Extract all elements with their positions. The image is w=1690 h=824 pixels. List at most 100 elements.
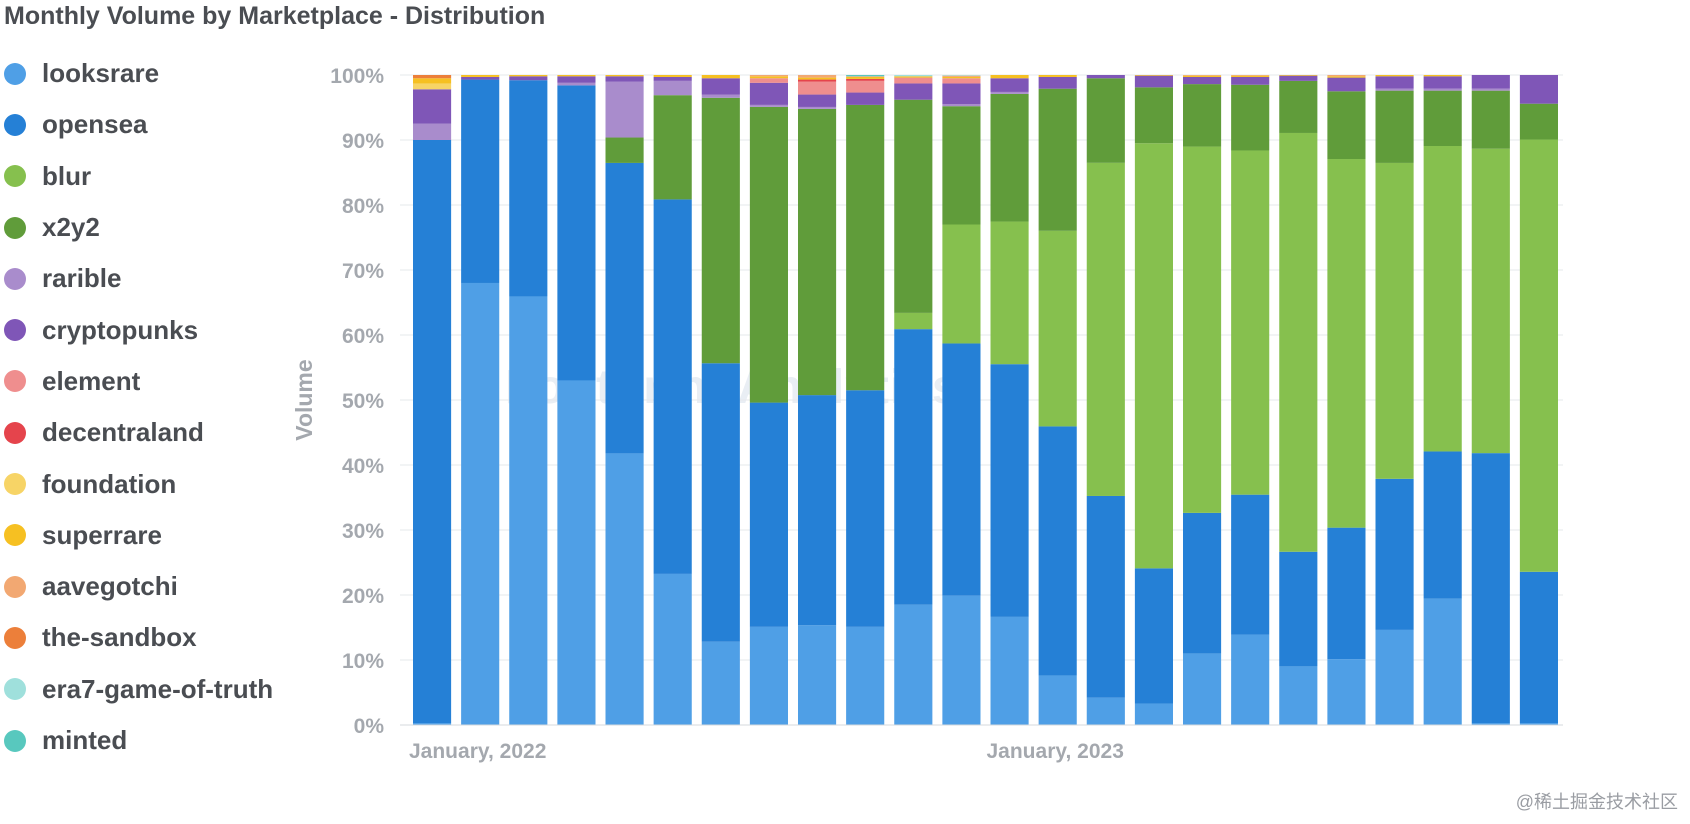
bar-segment-x2y2[interactable] <box>942 106 981 225</box>
bar-segment-rarible[interactable] <box>701 94 740 98</box>
bar-segment-superrare[interactable] <box>605 75 644 77</box>
bar-segment-rarible[interactable] <box>653 80 692 96</box>
bar-segment-opensea[interactable] <box>461 79 500 283</box>
bar-segment-looksrare[interactable] <box>798 625 837 725</box>
bar-segment-rarible[interactable] <box>1423 88 1462 91</box>
bar-segment-cryptopunks[interactable] <box>701 78 740 95</box>
bar-segment-x2y2[interactable] <box>653 95 692 200</box>
bar-segment-cryptopunks[interactable] <box>1279 75 1318 81</box>
bar-segment-cryptopunks[interactable] <box>798 94 837 107</box>
bar-segment-blur[interactable] <box>1086 162 1125 496</box>
bar-segment-opensea[interactable] <box>1038 426 1077 676</box>
bar-segment-looksrare[interactable] <box>509 296 548 725</box>
bar-segment-opensea[interactable] <box>1519 571 1558 724</box>
bar-segment-looksrare[interactable] <box>1471 723 1510 725</box>
bar-segment-superrare[interactable] <box>413 78 452 84</box>
legend-item-minted[interactable]: minted <box>0 715 273 766</box>
bar-segment-cryptopunks[interactable] <box>990 78 1029 92</box>
bar-segment-looksrare[interactable] <box>605 453 644 725</box>
bar-segment-cryptopunks[interactable] <box>1086 75 1125 79</box>
legend-item-rarible[interactable]: rarible <box>0 253 273 304</box>
bar-segment-looksrare[interactable] <box>461 282 500 725</box>
legend-item-superrare[interactable]: superrare <box>0 510 273 561</box>
bar-segment-cryptopunks[interactable] <box>1375 76 1414 89</box>
bar-segment-cryptopunks[interactable] <box>1134 75 1173 88</box>
bar-segment-looksrare[interactable] <box>846 626 885 725</box>
bar-segment-looksrare[interactable] <box>1327 659 1366 725</box>
bar-segment-looksrare[interactable] <box>894 604 933 725</box>
bar-segment-superrare[interactable] <box>1279 75 1318 76</box>
bar-segment-the-sandbox[interactable] <box>413 75 452 79</box>
bar-segment-element[interactable] <box>894 77 933 84</box>
bar-segment-aavegotchi[interactable] <box>846 76 885 77</box>
bar-segment-superrare[interactable] <box>1231 75 1270 77</box>
bar-segment-superrare[interactable] <box>749 76 788 79</box>
bar-segment-superrare[interactable] <box>1423 75 1462 77</box>
bar-segment-cryptopunks[interactable] <box>413 89 452 124</box>
bar-segment-opensea[interactable] <box>1375 478 1414 630</box>
bar-segment-x2y2[interactable] <box>1471 90 1510 149</box>
bar-segment-looksrare[interactable] <box>1038 675 1077 725</box>
bar-segment-looksrare[interactable] <box>701 641 740 725</box>
bar-segment-looksrare[interactable] <box>1231 634 1270 725</box>
bar-segment-looksrare[interactable] <box>749 626 788 725</box>
bar-segment-cryptopunks[interactable] <box>653 76 692 81</box>
bar-segment-x2y2[interactable] <box>1327 91 1366 160</box>
bar-segment-opensea[interactable] <box>1279 551 1318 667</box>
bar-segment-cryptopunks[interactable] <box>605 76 644 82</box>
legend-item-the-sandbox[interactable]: the-sandbox <box>0 612 273 663</box>
bar-segment-looksrare[interactable] <box>942 595 981 725</box>
bar-segment-blur[interactable] <box>1327 159 1366 528</box>
bar-segment-looksrare[interactable] <box>557 380 596 725</box>
bar-segment-blur[interactable] <box>1375 162 1414 479</box>
bar-segment-opensea[interactable] <box>701 363 740 642</box>
bar-segment-cryptopunks[interactable] <box>1327 77 1366 92</box>
bar-segment-opensea[interactable] <box>413 140 452 724</box>
bar-segment-element[interactable] <box>798 81 837 95</box>
bar-segment-rarible[interactable] <box>990 91 1029 94</box>
bar-segment-x2y2[interactable] <box>1519 103 1558 140</box>
bar-segment-superrare[interactable] <box>509 75 548 77</box>
bar-segment-opensea[interactable] <box>990 364 1029 617</box>
legend-item-aavegotchi[interactable]: aavegotchi <box>0 561 273 612</box>
bar-segment-opensea[interactable] <box>1327 527 1366 660</box>
bar-segment-superrare[interactable] <box>894 76 933 78</box>
bar-segment-decentraland[interactable] <box>798 79 837 82</box>
bar-segment-looksrare[interactable] <box>1423 598 1462 725</box>
bar-segment-cryptopunks[interactable] <box>1038 76 1077 89</box>
bar-segment-rarible[interactable] <box>1375 88 1414 91</box>
bar-segment-blur[interactable] <box>1279 132 1318 552</box>
bar-segment-superrare[interactable] <box>653 75 692 77</box>
bar-segment-opensea[interactable] <box>1471 453 1510 724</box>
bar-segment-blur[interactable] <box>1519 139 1558 572</box>
bar-segment-blur[interactable] <box>990 221 1029 365</box>
bar-segment-rarible[interactable] <box>557 82 596 86</box>
legend-item-element[interactable]: element <box>0 356 273 407</box>
bar-segment-opensea[interactable] <box>509 80 548 297</box>
bar-segment-cryptopunks[interactable] <box>894 83 933 100</box>
bar-segment-superrare[interactable] <box>701 75 740 79</box>
bar-segment-rarible[interactable] <box>942 104 981 107</box>
bar-segment-cryptopunks[interactable] <box>461 76 500 80</box>
bar-segment-x2y2[interactable] <box>894 99 933 313</box>
bar-segment-aavegotchi[interactable] <box>749 75 788 77</box>
bar-segment-superrare[interactable] <box>1183 75 1222 77</box>
legend-item-blur[interactable]: blur <box>0 151 273 202</box>
bar-segment-opensea[interactable] <box>605 162 644 454</box>
bar-segment-looksrare[interactable] <box>1279 666 1318 725</box>
bar-segment-aavegotchi[interactable] <box>942 75 981 77</box>
bar-segment-rarible[interactable] <box>798 106 837 109</box>
bar-segment-aavegotchi[interactable] <box>1327 75 1366 77</box>
bar-segment-x2y2[interactable] <box>605 137 644 163</box>
bar-segment-superrare[interactable] <box>557 75 596 77</box>
bar-segment-superrare[interactable] <box>798 77 837 80</box>
bar-segment-rarible[interactable] <box>1471 88 1510 91</box>
bar-segment-rarible[interactable] <box>605 81 644 138</box>
bar-segment-x2y2[interactable] <box>1183 84 1222 147</box>
legend-item-era7-game-of-truth[interactable]: era7-game-of-truth <box>0 664 273 715</box>
bar-segment-element[interactable] <box>942 78 981 84</box>
bar-segment-cryptopunks[interactable] <box>749 82 788 105</box>
bar-segment-cryptopunks[interactable] <box>942 83 981 105</box>
legend-item-opensea[interactable]: opensea <box>0 99 273 150</box>
bar-segment-cryptopunks[interactable] <box>1519 75 1558 104</box>
